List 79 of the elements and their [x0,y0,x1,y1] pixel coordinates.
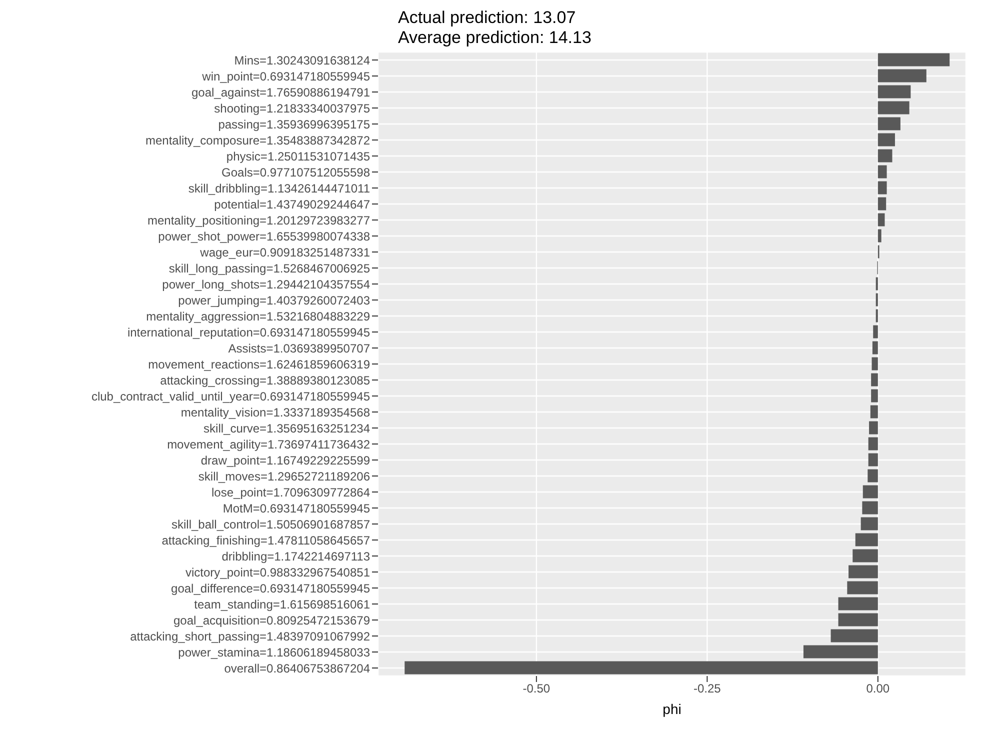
y-tick-label: potential=1.43749029244647 [214,197,370,212]
bar [871,373,878,386]
y-tick-label: physic=1.25011531071435 [226,149,370,164]
bar [868,453,878,466]
y-tick-label: goal_against=1.76590886194791 [191,85,370,100]
y-tick-label: passing=1.35936996395175 [218,117,370,132]
y-tick-label: team_standing=1.615698516061 [194,597,370,612]
y-tick-label: international_reputation=0.693147180559945 [127,325,370,340]
y-tick-label: skill_curve=1.35695163251234 [204,421,370,436]
y-tick-label: dribbling=1.1742214697113 [222,549,370,564]
bar [878,133,895,146]
bar [847,581,878,594]
y-tick-label: Goals=0.977107512055598 [222,165,370,180]
y-tick-label: skill_dribbling=1.13426144471011 [188,181,370,196]
chart-title: Actual prediction: 13.07 [397,8,577,28]
bar [860,517,878,530]
bar [878,213,885,226]
y-tick-label: attacking_crossing=1.38889380123085 [160,373,370,388]
y-tick-label: victory_point=0.988332967540851 [186,565,370,580]
y-tick-label: skill_long_passing=1.5268467006925 [168,261,370,276]
y-tick-label: Mins=1.30243091638124 [234,53,370,68]
bar [878,229,882,242]
bar [878,117,900,130]
y-tick-label: lose_point=1.7096309772864 [212,485,370,500]
bar [878,197,886,210]
bar [838,613,878,626]
bar [868,469,878,482]
x-tick-label: -0.25 [693,682,722,696]
chart-subtitle: Average prediction: 14.13 [397,28,592,48]
bar [878,149,892,162]
y-tick-label: draw_point=1.16749229225599 [200,453,370,468]
y-tick-label: mentality_positioning=1.20129723983277 [147,213,370,228]
bar [872,357,878,370]
bar [830,629,878,642]
y-tick-label: power_jumping=1.40379260072403 [178,293,370,308]
y-tick-label: shooting=1.21833340037975 [214,101,370,116]
bar [873,325,878,338]
bar [871,389,878,402]
bar [838,597,878,610]
bar [872,341,878,354]
x-tick-label: -0.50 [522,682,550,696]
bar [878,181,887,194]
bar [868,437,878,450]
bar [878,165,887,178]
y-tick-label: attacking_finishing=1.47811058645657 [162,533,370,548]
bar [878,101,910,114]
bar [803,645,878,658]
y-tick-label: mentality_vision=1.3337189354568 [180,405,370,420]
y-tick-label: overall=0.86406753867204 [224,661,370,676]
y-tick-label: goal_difference=0.693147180559945 [171,581,370,596]
y-tick-label: wage_eur=0.909183251487331 [199,245,370,260]
y-tick-label: win_point=0.693147180559945 [201,69,370,84]
y-tick-label: club_contract_valid_until_year=0.693147180559945 [91,389,370,404]
y-tick-label: goal_acquisition=0.80925472153679 [173,613,370,628]
bar [870,405,878,418]
y-tick-label: movement_reactions=1.62461859606319 [148,357,370,372]
y-tick-label: mentality_aggression=1.53216804883229 [146,309,370,324]
y-tick-label: power_stamina=1.18606189458033 [178,645,370,660]
bar [848,565,878,578]
y-tick-label: mentality_composure=1.35483887342872 [145,133,370,148]
y-tick-label: Assists=1.0369389950707 [228,341,370,356]
bar [869,421,878,434]
y-tick-label: skill_moves=1.29652721189206 [198,469,370,484]
x-axis-title: phi [662,701,682,717]
y-tick-label: skill_ball_control=1.50506901687857 [172,517,370,532]
bar [878,69,926,82]
y-tick-label: power_long_shots=1.29442104357554 [162,277,370,292]
x-tick-label: 0.00 [866,682,890,696]
bar [404,661,878,674]
y-tick-label: movement_agility=1.73697411736432 [167,437,370,452]
bar [878,53,950,66]
bar [862,501,878,514]
bar [852,549,878,562]
y-tick-label: power_shot_power=1.65539980074338 [158,229,370,244]
y-tick-label: attacking_short_passing=1.48397091067992 [130,629,370,644]
bar [862,485,878,498]
y-tick-label: MotM=0.693147180559945 [222,501,370,516]
bar [855,533,878,546]
bar [878,85,911,98]
